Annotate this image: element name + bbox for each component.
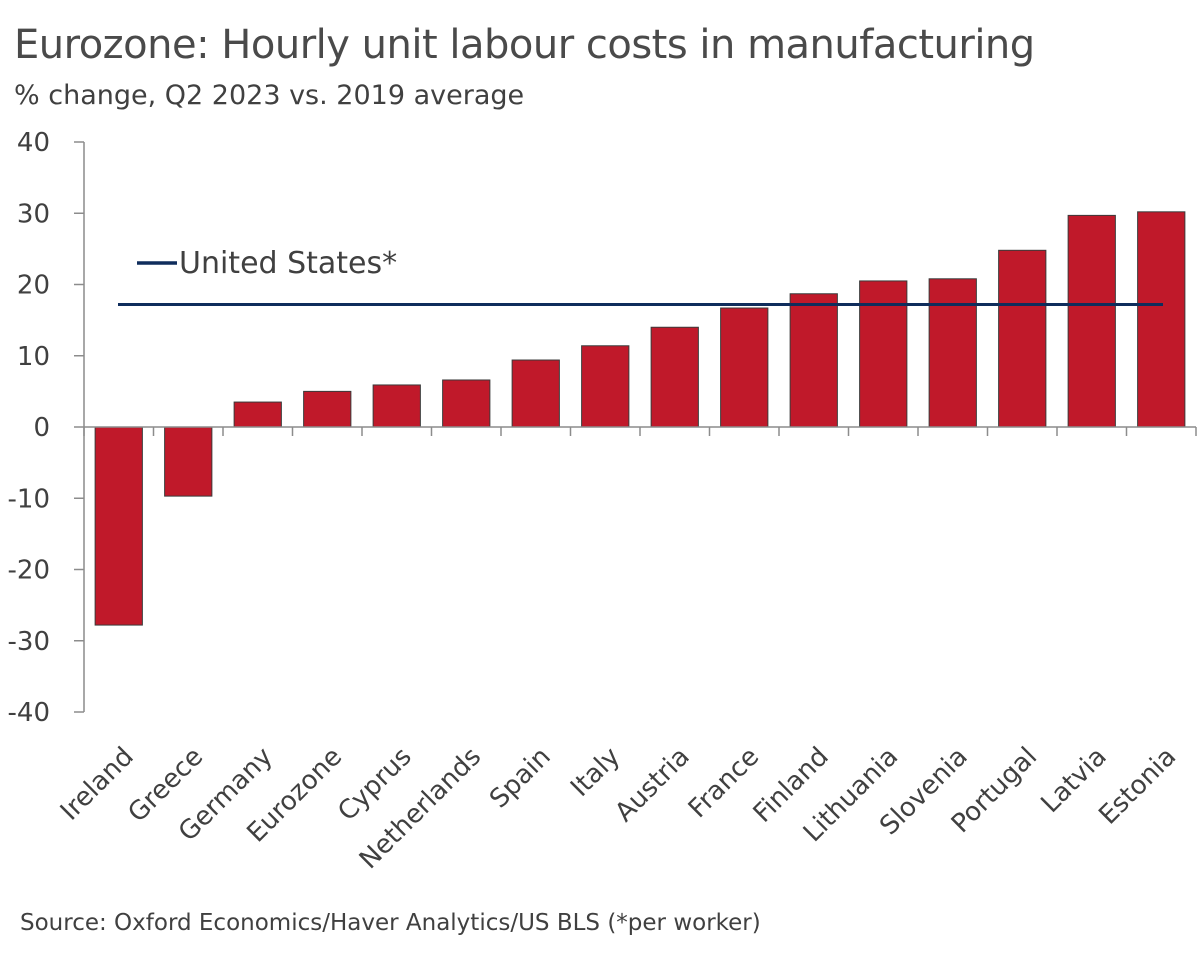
bar-estonia <box>1137 211 1186 428</box>
y-axis: 40 30 20 10 0 -10 -20 -30 -40 <box>8 128 85 728</box>
bar-ireland <box>94 426 143 626</box>
bar-latvia <box>1067 214 1116 428</box>
x-axis <box>83 426 1197 436</box>
bar-austria <box>650 326 699 428</box>
bar-portugal <box>998 249 1047 428</box>
category-labels: IrelandGreeceGermanyEurozoneCyprusNether… <box>55 742 1182 875</box>
category-label-ireland: Ireland <box>55 742 140 827</box>
reference-line-group: United States* <box>118 246 1163 306</box>
chart-subtitle: % change, Q2 2023 vs. 2019 average <box>14 80 525 111</box>
category-label-spain: Spain <box>484 742 557 815</box>
y-tick-label: 20 <box>17 271 50 301</box>
y-tick-label: -30 <box>8 627 50 657</box>
y-tick-label: 40 <box>17 128 50 158</box>
category-label-italy: Italy <box>565 742 626 803</box>
bar-finland <box>789 293 838 428</box>
y-tick-label: 30 <box>17 199 50 229</box>
bar-lithuania <box>859 280 908 428</box>
legend-label: United States* <box>179 246 397 281</box>
bar-netherlands <box>442 379 491 428</box>
y-tick-label: 0 <box>33 413 50 443</box>
category-label-netherlands: Netherlands <box>354 742 487 875</box>
bar-cyprus <box>372 384 421 428</box>
source-note: Source: Oxford Economics/Haver Analytics… <box>20 910 761 936</box>
bar-germany <box>233 401 282 428</box>
bar-greece <box>164 426 213 497</box>
chart-title: Eurozone: Hourly unit labour costs in ma… <box>14 22 1035 68</box>
category-label-estonia: Estonia <box>1093 742 1182 831</box>
bar-chart: 40 30 20 10 0 -10 -20 -30 -40 IrelandGreeceGerma… <box>8 128 1197 875</box>
y-tick-label: -40 <box>8 698 50 728</box>
y-tick-label: -10 <box>8 484 50 514</box>
y-tick-label: -20 <box>8 556 50 586</box>
bar-slovenia <box>928 278 977 428</box>
bar-spain <box>511 359 560 428</box>
category-label-austria: Austria <box>610 742 696 828</box>
bar-france <box>720 307 769 428</box>
y-tick-label: 10 <box>17 342 50 372</box>
bar-eurozone <box>303 390 352 428</box>
bar-italy <box>581 345 630 428</box>
